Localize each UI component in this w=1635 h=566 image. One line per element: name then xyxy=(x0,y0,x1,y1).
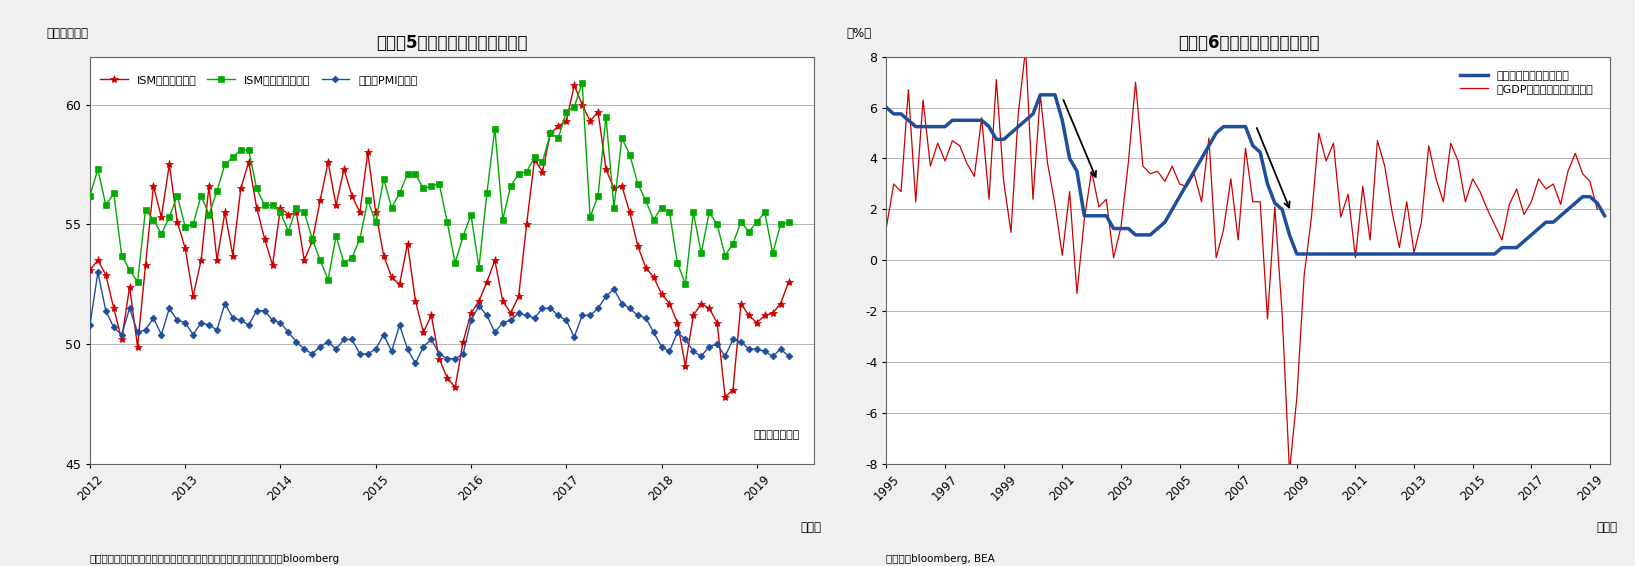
米政策金利（四半期末） xyxy=(1243,143,1262,149)
Text: （%）: （%） xyxy=(847,27,871,40)
ISM非製造業（米） xyxy=(714,252,734,259)
米政策金利（四半期末） xyxy=(1287,251,1306,258)
Line: 製造業PMI（中）: 製造業PMI（中） xyxy=(88,270,791,366)
米政策金利（四半期末） xyxy=(1074,212,1094,219)
米政策金利（四半期末） xyxy=(1265,200,1285,207)
Legend: ISM製造業（米）, ISM非製造業（米）, 製造業PMI（中）: ISM製造業（米）, ISM非製造業（米）, 製造業PMI（中） xyxy=(95,70,422,89)
製造業PMI（中） xyxy=(778,353,798,359)
ISM非製造業（米） xyxy=(350,235,370,242)
ISM非製造業（米） xyxy=(80,192,100,199)
ISM非製造業（米） xyxy=(222,154,242,161)
ISM非製造業（米） xyxy=(152,230,172,237)
米GDP成長率（前期比年率） xyxy=(921,163,940,170)
ISM非製造業（米） xyxy=(167,192,186,199)
Text: （資料）bloomberg, BEA: （資料）bloomberg, BEA xyxy=(886,554,996,564)
米GDP成長率（前期比年率） xyxy=(1434,199,1454,205)
米政策金利（四半期末） xyxy=(1030,91,1050,98)
米政策金利（四半期末） xyxy=(1594,212,1614,219)
ISM製造業（米） xyxy=(778,278,798,285)
ISM非製造業（米） xyxy=(778,218,798,225)
Text: （資料）全米供給管理協会、中国国家統計局、中国物流購入連合会、bloomberg: （資料）全米供給管理協会、中国国家統計局、中国物流購入連合会、bloomberg xyxy=(90,554,340,564)
Line: ISM非製造業（米）: ISM非製造業（米） xyxy=(87,80,791,287)
米GDP成長率（前期比年率） xyxy=(1015,46,1035,53)
米GDP成長率（前期比年率） xyxy=(876,224,896,231)
米政策金利（四半期末） xyxy=(1053,117,1073,124)
ISM非製造業（米） xyxy=(572,80,592,87)
ISM製造業（米） xyxy=(438,375,458,381)
ISM製造業（米） xyxy=(152,214,172,221)
Line: 米GDP成長率（前期比年率）: 米GDP成長率（前期比年率） xyxy=(886,49,1597,472)
ISM製造業（米） xyxy=(714,393,734,400)
Title: （図表6）米政策金利と成長率: （図表6）米政策金利と成長率 xyxy=(1177,35,1319,52)
ISM非製造業（米） xyxy=(675,281,695,288)
Text: （ポイント）: （ポイント） xyxy=(46,27,88,40)
Title: （図表5）米中企業の景況感指数: （図表5）米中企業の景況感指数 xyxy=(376,35,528,52)
ISM製造業（米） xyxy=(222,252,242,259)
ISM製造業（米） xyxy=(350,209,370,216)
製造業PMI（中） xyxy=(88,269,108,276)
米政策金利（四半期末） xyxy=(1104,225,1123,232)
ISM製造業（米） xyxy=(708,319,728,326)
米GDP成長率（前期比年率） xyxy=(935,158,955,165)
Line: ISM製造業（米）: ISM製造業（米） xyxy=(85,81,793,401)
米政策金利（四半期末） xyxy=(876,104,896,111)
製造業PMI（中） xyxy=(358,350,378,357)
ISM製造業（米） xyxy=(167,218,186,225)
製造業PMI（中） xyxy=(453,350,473,357)
製造業PMI（中） xyxy=(175,319,195,326)
米GDP成長率（前期比年率） xyxy=(1221,175,1241,182)
Text: （年）: （年） xyxy=(1597,521,1617,534)
ISM非製造業（米） xyxy=(438,218,458,225)
米GDP成長率（前期比年率） xyxy=(1287,395,1306,401)
Legend: 米政策金利（四半期末）, 米GDP成長率（前期比年率）: 米政策金利（四半期末）, 米GDP成長率（前期比年率） xyxy=(1455,66,1597,98)
製造業PMI（中） xyxy=(160,305,180,312)
Text: （季節調整値）: （季節調整値） xyxy=(754,430,800,440)
ISM製造業（米） xyxy=(80,267,100,273)
米GDP成長率（前期比年率） xyxy=(1280,469,1300,475)
米政策金利（四半期末） xyxy=(1455,251,1475,258)
ISM製造業（米） xyxy=(564,82,584,89)
Line: 米政策金利（四半期末）: 米政策金利（四半期末） xyxy=(886,95,1604,254)
製造業PMI（中） xyxy=(231,317,250,324)
製造業PMI（中） xyxy=(80,321,100,328)
Text: （年）: （年） xyxy=(800,521,821,534)
米GDP成長率（前期比年率） xyxy=(1339,191,1359,198)
米GDP成長率（前期比年率） xyxy=(1588,206,1607,213)
製造業PMI（中） xyxy=(405,360,425,367)
製造業PMI（中） xyxy=(714,353,734,359)
